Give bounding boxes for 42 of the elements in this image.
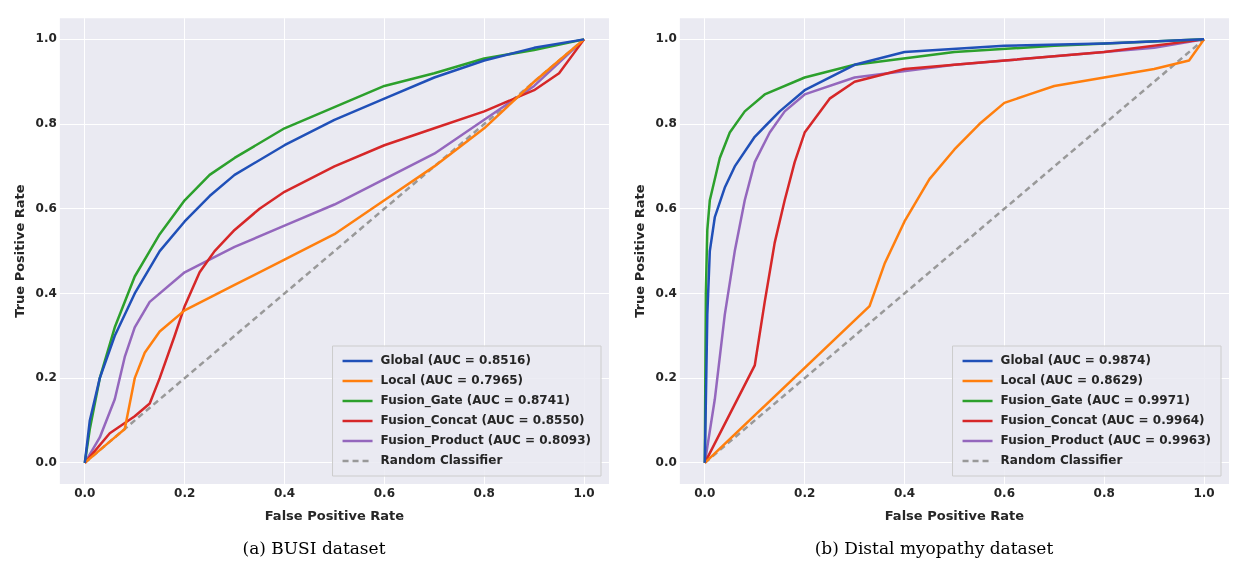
y-tick-label: 0.4: [35, 285, 57, 300]
y-tick-label: 0.6: [35, 200, 57, 215]
y-tick-label: 1.0: [655, 31, 677, 46]
x-tick-label: 0.4: [273, 486, 296, 501]
text: (a) BUSI dataset: [242, 538, 386, 558]
text: (b) Distal myopathy dataset: [814, 538, 1054, 558]
y-tick-label: 0.8: [35, 116, 57, 131]
x-tick-label: 0.2: [794, 486, 816, 501]
y-axis-title: True Positive Rate: [632, 184, 648, 318]
legend-label: Random Classifier: [1000, 453, 1123, 468]
x-tick-label: 0.6: [373, 486, 395, 501]
legend-label: Fusion_Concat (AUC = 0.9964): [1000, 413, 1205, 429]
x-tick-label: 0.8: [473, 486, 495, 501]
legend-label: Global (AUC = 0.8516): [380, 353, 531, 368]
legend-label: Random Classifier: [380, 453, 503, 468]
y-tick-label: 1.0: [35, 31, 57, 46]
x-tick-label: 0.0: [694, 486, 716, 501]
x-tick-label: 0.4: [893, 486, 916, 501]
legend-label: Global (AUC = 0.9874): [1000, 353, 1151, 368]
x-tick-label: 1.0: [573, 486, 595, 501]
y-axis-title: True Positive Rate: [12, 184, 28, 318]
legend-label: Fusion_Concat (AUC = 0.8550): [380, 413, 585, 429]
y-tick-label: 0.2: [655, 370, 677, 385]
x-tick-label: 0.2: [174, 486, 196, 501]
x-tick-label: 0.0: [74, 486, 96, 501]
x-tick-label: 0.6: [993, 486, 1015, 501]
legend-label: Fusion_Product (AUC = 0.8093): [380, 433, 592, 449]
y-tick-label: 0.0: [35, 454, 57, 469]
y-tick-label: 0.2: [35, 370, 57, 385]
y-tick-label: 0.6: [655, 200, 677, 215]
y-tick-label: 0.4: [655, 285, 677, 300]
legend-label: Fusion_Product (AUC = 0.9963): [1000, 433, 1212, 449]
y-tick-label: 0.0: [655, 454, 677, 469]
x-axis-title: False Positive Rate: [884, 507, 1025, 523]
legend-label: Local (AUC = 0.7965): [380, 373, 524, 388]
legend-label: Local (AUC = 0.8629): [1000, 373, 1144, 388]
x-axis-title: False Positive Rate: [264, 507, 405, 523]
y-tick-label: 0.8: [655, 116, 677, 131]
x-tick-label: 0.8: [1093, 486, 1115, 501]
x-tick-label: 1.0: [1193, 486, 1215, 501]
legend-label: Fusion_Gate (AUC = 0.9971): [1000, 393, 1190, 409]
legend-label: Fusion_Gate (AUC = 0.8741): [380, 393, 570, 409]
